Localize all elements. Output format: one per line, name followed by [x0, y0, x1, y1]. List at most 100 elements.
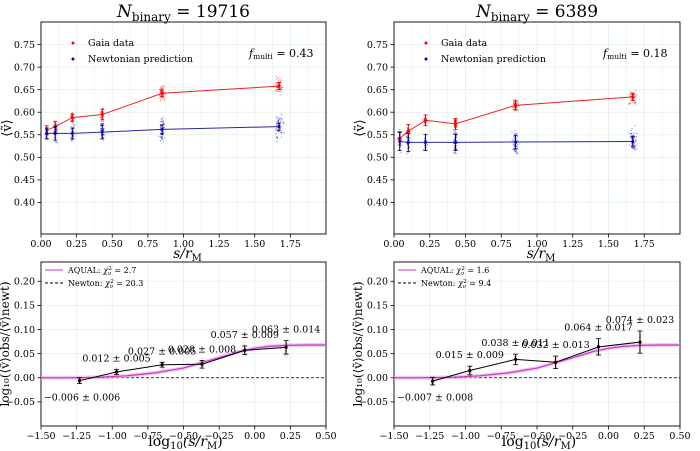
- data-point: [45, 131, 49, 135]
- x-tick-label: 1.75: [280, 239, 301, 250]
- x-tick-label: 0.25: [280, 431, 301, 442]
- data-point: [631, 95, 635, 99]
- scatter-point: [162, 88, 164, 90]
- data-point: [284, 345, 288, 349]
- xlabel-sub: M: [192, 253, 202, 264]
- scatter-point: [401, 139, 403, 141]
- scatter-point: [276, 140, 278, 143]
- scatter-point: [72, 114, 74, 116]
- legend-chi-sub: ν: [108, 271, 112, 277]
- scatter-point: [201, 357, 203, 360]
- x-tick-label: −1.00: [98, 431, 127, 442]
- scatter-point: [102, 118, 104, 120]
- scatter-point: [516, 146, 518, 148]
- data-line: [79, 346, 287, 382]
- scatter-point: [163, 97, 165, 99]
- scatter-point: [284, 354, 286, 356]
- scatter-point: [281, 119, 283, 121]
- fmulti-annotation: fmulti = 0.18: [602, 47, 668, 61]
- x-axis-label: log10(s/rM): [502, 434, 576, 451]
- scatter-point: [400, 144, 402, 146]
- scatter-point: [468, 372, 470, 375]
- x-tick-label: −1.50: [26, 431, 55, 442]
- scatter-point: [400, 151, 402, 153]
- x-tick-label: 0.25: [634, 431, 655, 442]
- scatter-point: [102, 123, 104, 126]
- xlabel-rest: (s/r: [536, 434, 561, 450]
- scatter-point: [456, 125, 458, 127]
- scatter-point: [426, 144, 428, 146]
- scatter-point: [631, 98, 633, 100]
- data-point: [638, 340, 642, 344]
- data-point: [423, 118, 427, 122]
- scatter-point: [275, 124, 277, 126]
- data-point: [100, 112, 104, 116]
- scatter-point: [634, 147, 636, 149]
- y-tick-label: 0.60: [367, 108, 388, 119]
- scatter-point: [72, 139, 74, 141]
- xlabel-sub: M: [545, 253, 555, 264]
- legend-chi-sup: 2: [463, 279, 467, 285]
- x-tick-label: 1.00: [173, 239, 194, 250]
- data-point: [514, 140, 518, 144]
- scatter-point: [277, 116, 279, 119]
- scatter-point: [163, 84, 165, 87]
- legend-text: Newton:: [421, 279, 458, 288]
- scatter-point: [54, 123, 56, 125]
- scatter-point: [516, 152, 518, 154]
- scatter-point: [511, 138, 513, 140]
- x-tick-label: −1.00: [451, 431, 480, 442]
- scatter-point: [514, 149, 516, 151]
- scatter-point: [513, 101, 515, 103]
- scatter-point: [454, 153, 456, 155]
- scatter-point: [275, 76, 277, 78]
- scatter-point: [46, 139, 48, 141]
- scatter-point: [596, 344, 598, 346]
- scatter-point: [629, 144, 631, 146]
- x-tick-label: 0.50: [669, 431, 690, 442]
- scatter-point: [115, 374, 118, 377]
- scatter-point: [162, 120, 164, 122]
- value-label: −0.006 ± 0.006: [44, 392, 120, 403]
- legend-marker: [71, 41, 75, 45]
- fmulti-main: f: [248, 47, 255, 60]
- scatter-point: [117, 372, 120, 374]
- scatter-point: [516, 132, 518, 135]
- legend-value: = 20.3: [114, 279, 144, 288]
- scatter-point: [632, 147, 634, 149]
- scatter-point: [275, 129, 277, 131]
- scatter-point: [280, 113, 282, 115]
- scatter-point: [279, 78, 281, 80]
- scatter-point: [162, 117, 164, 119]
- value-label: 0.032 ± 0.013: [521, 340, 589, 351]
- scatter-point: [453, 144, 455, 146]
- value-label: 0.012 ± 0.005: [82, 354, 150, 365]
- x-tick-label: −0.75: [133, 431, 162, 442]
- data-point: [114, 370, 119, 374]
- data-point: [453, 122, 457, 126]
- scatter-point: [159, 97, 161, 99]
- scatter-point: [284, 342, 286, 344]
- scatter-point: [407, 151, 409, 153]
- legend-text: AQUAL:: [67, 266, 103, 275]
- scatter-point: [635, 90, 637, 92]
- scatter-point: [630, 145, 633, 147]
- y-axis-label: ⟨ṽ⟩: [353, 119, 368, 137]
- scatter-point: [456, 149, 458, 151]
- scatter-point: [635, 139, 637, 141]
- scatter-point: [629, 98, 631, 100]
- scatter-point: [635, 136, 637, 138]
- scatter-point: [628, 103, 630, 105]
- scatter-point: [279, 94, 281, 96]
- scatter-point: [636, 132, 638, 135]
- legend-chi-sup: 2: [461, 266, 465, 272]
- scatter-point: [630, 91, 632, 94]
- scatter-point: [456, 126, 458, 128]
- y-tick-label: 0.00: [367, 373, 388, 384]
- legend-value: = 1.6: [465, 266, 490, 275]
- fmulti-value: = 0.18: [627, 47, 668, 60]
- scatter-point: [407, 130, 409, 132]
- title-sub: binary: [132, 10, 171, 24]
- scatter-point: [286, 338, 288, 340]
- scatter-point: [454, 147, 456, 149]
